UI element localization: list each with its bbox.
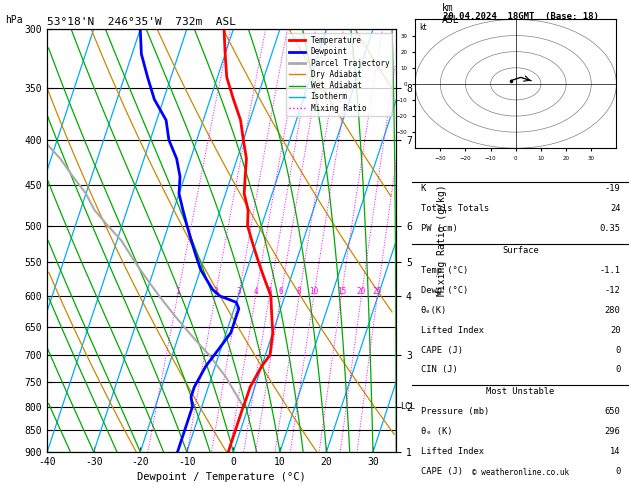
Text: -12: -12 (604, 286, 620, 295)
Text: θₑ (K): θₑ (K) (421, 427, 452, 436)
Text: 20: 20 (357, 287, 366, 296)
Text: 25: 25 (373, 287, 382, 296)
Text: kt: kt (419, 23, 427, 32)
Text: 5: 5 (267, 287, 272, 296)
Text: CAPE (J): CAPE (J) (421, 467, 463, 476)
Text: θₑ(K): θₑ(K) (421, 306, 447, 315)
Text: Pressure (mb): Pressure (mb) (421, 407, 489, 417)
Text: 20.04.2024  18GMT  (Base: 18): 20.04.2024 18GMT (Base: 18) (443, 12, 598, 21)
Text: 53°18'N  246°35'W  732m  ASL: 53°18'N 246°35'W 732m ASL (47, 17, 236, 27)
Text: 14: 14 (610, 447, 620, 456)
Text: PW (cm): PW (cm) (421, 224, 457, 233)
Text: Temp (°C): Temp (°C) (421, 266, 468, 275)
X-axis label: Dewpoint / Temperature (°C): Dewpoint / Temperature (°C) (137, 472, 306, 483)
Text: Most Unstable: Most Unstable (486, 387, 555, 397)
Text: Totals Totals: Totals Totals (421, 204, 489, 213)
Text: 3: 3 (237, 287, 241, 296)
Text: 0: 0 (615, 346, 620, 355)
Text: 0: 0 (615, 467, 620, 476)
Text: -19: -19 (604, 184, 620, 193)
Text: 296: 296 (604, 427, 620, 436)
Text: 1: 1 (175, 287, 180, 296)
Legend: Temperature, Dewpoint, Parcel Trajectory, Dry Adiabat, Wet Adiabat, Isotherm, Mi: Temperature, Dewpoint, Parcel Trajectory… (286, 33, 392, 116)
Text: 8: 8 (297, 287, 301, 296)
Text: 0: 0 (615, 365, 620, 375)
Text: hPa: hPa (5, 15, 23, 25)
Y-axis label: Mixing Ratio (g/kg): Mixing Ratio (g/kg) (437, 185, 447, 296)
Text: 10: 10 (309, 287, 318, 296)
Text: 650: 650 (604, 407, 620, 417)
Text: CAPE (J): CAPE (J) (421, 346, 463, 355)
Text: Dewp (°C): Dewp (°C) (421, 286, 468, 295)
Text: K: K (421, 184, 426, 193)
Text: © weatheronline.co.uk: © weatheronline.co.uk (472, 468, 569, 477)
Text: km
ASL: km ASL (442, 3, 459, 25)
Text: 0.35: 0.35 (599, 224, 620, 233)
Text: 20: 20 (610, 326, 620, 335)
Text: 6: 6 (279, 287, 283, 296)
Text: Lifted Index: Lifted Index (421, 326, 484, 335)
Text: CIN (J): CIN (J) (421, 365, 457, 375)
Text: 24: 24 (610, 204, 620, 213)
Text: -1.1: -1.1 (599, 266, 620, 275)
Text: LCL: LCL (400, 402, 415, 411)
Text: 2: 2 (213, 287, 218, 296)
Text: 280: 280 (604, 306, 620, 315)
Text: 15: 15 (337, 287, 346, 296)
Text: 4: 4 (253, 287, 258, 296)
Text: Lifted Index: Lifted Index (421, 447, 484, 456)
Text: Surface: Surface (502, 246, 539, 255)
